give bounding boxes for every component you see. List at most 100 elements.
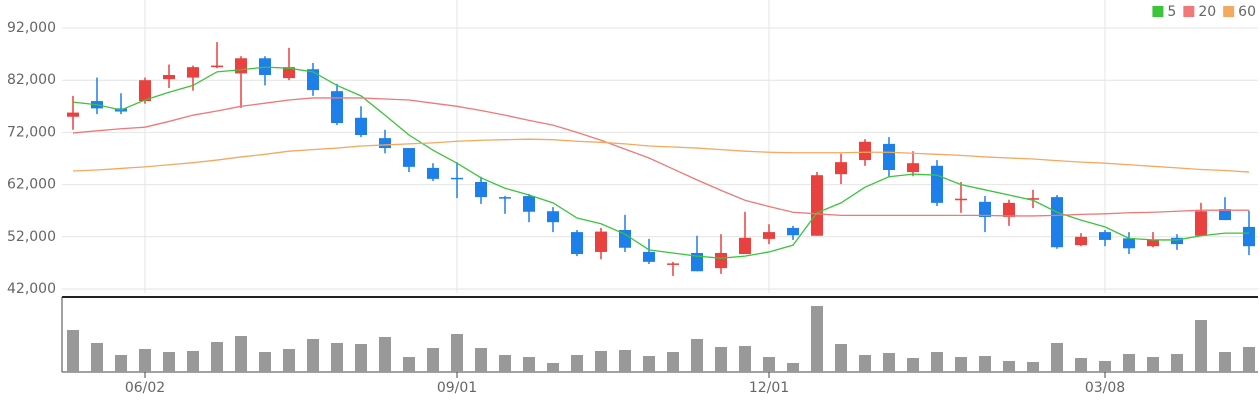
volume-bar [1195,320,1207,372]
volume-bar [475,348,487,372]
candle-body [739,237,751,255]
x-tick-label: 09/01 [437,380,477,396]
volume-bar [1171,354,1183,372]
candle-body [667,263,679,265]
candle-body [979,201,991,217]
volume-bar [1003,361,1015,372]
candle-body [283,67,295,79]
volume-bar [427,348,439,372]
candle-body [1171,237,1183,245]
volume-bar [883,353,895,372]
moving-average-line [72,138,1250,173]
volume-bar [1219,352,1231,372]
candle-body [1219,209,1231,221]
candle-body [1099,232,1111,240]
volume-bar [715,347,727,372]
volume-bar [547,363,559,372]
volume-bar [931,352,943,372]
volume-bar [1051,343,1063,372]
volume-bar [811,306,823,372]
candle-body [211,65,223,68]
candle-body [139,80,151,102]
legend-label: 60 [1238,4,1256,20]
volume-bar [331,343,343,372]
y-tick-label: 62,000 [7,177,56,193]
volume-bar [1123,354,1135,372]
candle-body [859,141,871,161]
candle-body [1147,239,1159,247]
legend-label: 20 [1198,4,1216,20]
volume-bar [355,344,367,372]
x-tick-label: 06/02 [125,380,165,396]
candle-body [235,58,247,74]
candle-body [571,232,583,255]
volume-bar [307,339,319,372]
candle-body [187,67,199,78]
candle-body [787,227,799,236]
candle-body [1123,238,1135,249]
volume-bar [691,339,703,372]
x-tick-label: 12/01 [749,380,789,396]
y-tick-label: 72,000 [7,124,56,140]
candle-body [427,167,439,179]
legend-label: 5 [1167,4,1176,20]
volume-bar [643,356,655,372]
candle-body [955,198,967,201]
volume-bar [403,357,415,372]
volume-bar [1243,347,1255,372]
volume-bar [187,351,199,372]
candle-body [523,196,535,212]
candle-body [1243,226,1255,247]
x-tick-label: 03/08 [1085,380,1125,396]
volume-bar [955,357,967,372]
candle-body [499,197,511,199]
candle-body [835,162,847,175]
volume-bar [835,344,847,372]
candle-body [763,232,775,239]
candle-body [715,252,727,269]
volume-bar [163,352,175,372]
candle-body [163,74,175,80]
candle-body [595,231,607,252]
volume-bar [259,352,271,372]
volume-bar [1075,358,1087,372]
y-tick-label: 82,000 [7,72,56,88]
candle-body [451,177,463,180]
candle-body [1003,202,1015,217]
candle-body [883,143,895,170]
y-tick-label: 52,000 [7,229,56,245]
volume-bar [667,352,679,372]
volume-bar [499,355,511,372]
volume-bar [859,355,871,372]
volume-bar [139,349,151,372]
volume-bar [211,342,223,372]
candle-body [1051,197,1063,248]
volume-bar [523,357,535,372]
volume-bar [571,355,583,372]
candle-body [619,230,631,248]
candle-body [379,138,391,149]
candle-body [643,251,655,262]
legend-swatch [1223,6,1235,17]
volume-bar [619,350,631,372]
moving-average-line [72,97,1249,217]
volume-bar [379,337,391,372]
candle-body [931,165,943,203]
volume-bar [91,343,103,372]
volume-bar [595,351,607,372]
volume-bar [67,330,79,372]
volume-bar [283,349,295,372]
candle-body [331,91,343,124]
volume-bar [1147,357,1159,372]
volume-bar [763,357,775,372]
candle-body [907,163,919,173]
moving-average-line [72,66,1249,259]
volume-bar [1027,362,1039,372]
volume-bar [907,358,919,372]
candle-body [403,148,415,167]
candle-body [307,69,319,91]
volume-bar [787,363,799,372]
volume-bar [979,356,991,372]
volume-bar [739,346,751,372]
